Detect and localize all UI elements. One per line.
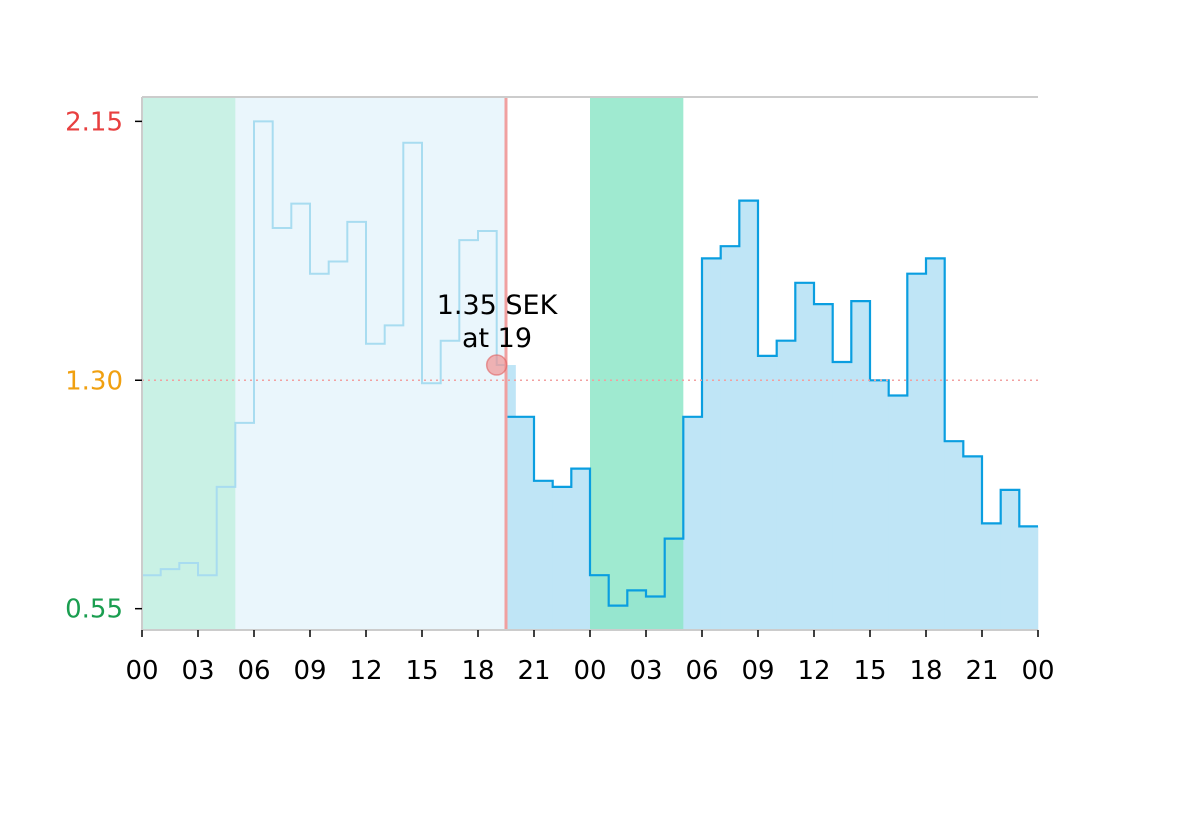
future-price-bar bbox=[515, 416, 535, 630]
future-price-bar bbox=[925, 258, 945, 630]
x-tick-label: 00 bbox=[1021, 656, 1054, 686]
x-tick-label: 15 bbox=[405, 656, 438, 686]
x-tick-label: 12 bbox=[797, 656, 830, 686]
y-tick-label: 0.55 bbox=[65, 595, 123, 625]
future-price-bar bbox=[963, 456, 983, 630]
past-price-bar bbox=[384, 325, 404, 630]
past-price-bar bbox=[366, 343, 386, 630]
future-price-bar bbox=[506, 365, 516, 630]
future-price-bar bbox=[571, 468, 591, 630]
past-price-bar bbox=[422, 383, 442, 630]
x-tick-label: 12 bbox=[349, 656, 382, 686]
future-price-bar bbox=[832, 361, 852, 630]
past-price-bar bbox=[291, 203, 311, 630]
x-tick-label: 03 bbox=[181, 656, 214, 686]
past-price-bar bbox=[496, 365, 506, 630]
x-tick-label: 00 bbox=[125, 656, 158, 686]
cheap-window-1 bbox=[142, 97, 236, 630]
past-price-bar bbox=[254, 121, 274, 630]
future-price-bar bbox=[757, 355, 777, 630]
x-tick-label: 06 bbox=[685, 656, 718, 686]
past-price-bar bbox=[478, 231, 498, 631]
highlight-label-price: 1.35 SEK bbox=[437, 290, 559, 321]
past-price-bar bbox=[440, 340, 460, 630]
highlight-label-hour: at 19 bbox=[462, 323, 532, 354]
future-price-bar bbox=[720, 246, 740, 631]
future-price-bar bbox=[981, 523, 1001, 630]
x-tick-label: 00 bbox=[573, 656, 606, 686]
past-price-bar bbox=[403, 142, 423, 630]
x-tick-label: 18 bbox=[909, 656, 942, 686]
past-price-bar bbox=[235, 422, 255, 630]
past-price-bar bbox=[272, 227, 292, 631]
x-tick-label: 15 bbox=[853, 656, 886, 686]
future-price-bar bbox=[1019, 526, 1039, 630]
future-price-bar bbox=[533, 480, 553, 630]
highlight-marker bbox=[485, 354, 508, 376]
future-price-bar bbox=[944, 441, 964, 630]
x-tick-label: 06 bbox=[237, 656, 270, 686]
x-tick-label: 09 bbox=[293, 656, 326, 686]
future-price-bar bbox=[869, 380, 889, 630]
past-price-bar bbox=[347, 221, 367, 631]
future-price-bar bbox=[683, 416, 703, 630]
future-price-bar bbox=[813, 304, 833, 630]
future-price-bar bbox=[776, 340, 796, 630]
future-price-bar bbox=[739, 200, 759, 630]
cheap-window-2 bbox=[590, 97, 684, 630]
x-tick-label: 09 bbox=[741, 656, 774, 686]
future-price-line bbox=[504, 199, 1038, 630]
x-tick-label: 03 bbox=[629, 656, 662, 686]
future-price-bar bbox=[907, 273, 927, 630]
x-tick-label: 18 bbox=[461, 656, 494, 686]
past-price-line bbox=[142, 120, 506, 577]
future-price-bar bbox=[701, 258, 721, 630]
x-tick-label: 21 bbox=[517, 656, 550, 686]
future-price-bar bbox=[552, 486, 572, 630]
future-price-bar bbox=[795, 282, 815, 630]
future-price-bar bbox=[851, 301, 871, 630]
x-tick-label: 21 bbox=[965, 656, 998, 686]
past-price-bar bbox=[328, 261, 348, 630]
future-price-bar bbox=[1000, 489, 1020, 630]
y-tick-label: 1.30 bbox=[65, 366, 123, 396]
past-price-bar bbox=[310, 273, 330, 630]
future-price-bar bbox=[888, 395, 908, 630]
y-tick-label: 2.15 bbox=[65, 107, 123, 137]
past-price-bar bbox=[459, 240, 479, 631]
